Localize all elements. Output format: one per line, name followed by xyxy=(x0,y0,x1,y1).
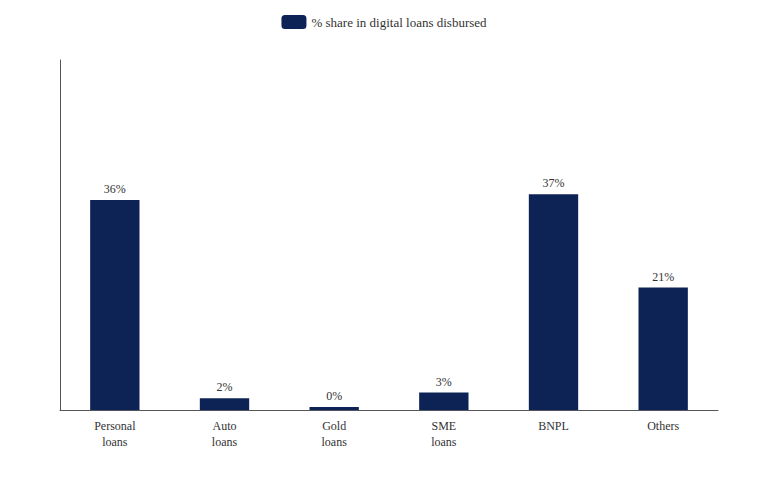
svg-text:36%: 36% xyxy=(104,182,126,196)
svg-text:loans: loans xyxy=(212,435,238,449)
svg-text:% share in digital loans disbu: % share in digital loans disbursed xyxy=(311,15,487,30)
svg-text:0%: 0% xyxy=(326,389,342,403)
svg-text:BNPL: BNPL xyxy=(538,419,569,433)
svg-text:Gold: Gold xyxy=(322,419,346,433)
svg-text:loans: loans xyxy=(102,435,128,449)
svg-text:Others: Others xyxy=(647,419,679,433)
svg-text:21%: 21% xyxy=(652,270,674,284)
svg-text:loans: loans xyxy=(321,435,347,449)
svg-text:Personal: Personal xyxy=(94,419,136,433)
svg-text:loans: loans xyxy=(431,435,457,449)
svg-text:Auto: Auto xyxy=(213,419,237,433)
svg-text:3%: 3% xyxy=(436,375,452,389)
svg-text:37%: 37% xyxy=(543,176,565,190)
svg-text:SME: SME xyxy=(431,419,456,433)
svg-text:2%: 2% xyxy=(217,380,233,394)
